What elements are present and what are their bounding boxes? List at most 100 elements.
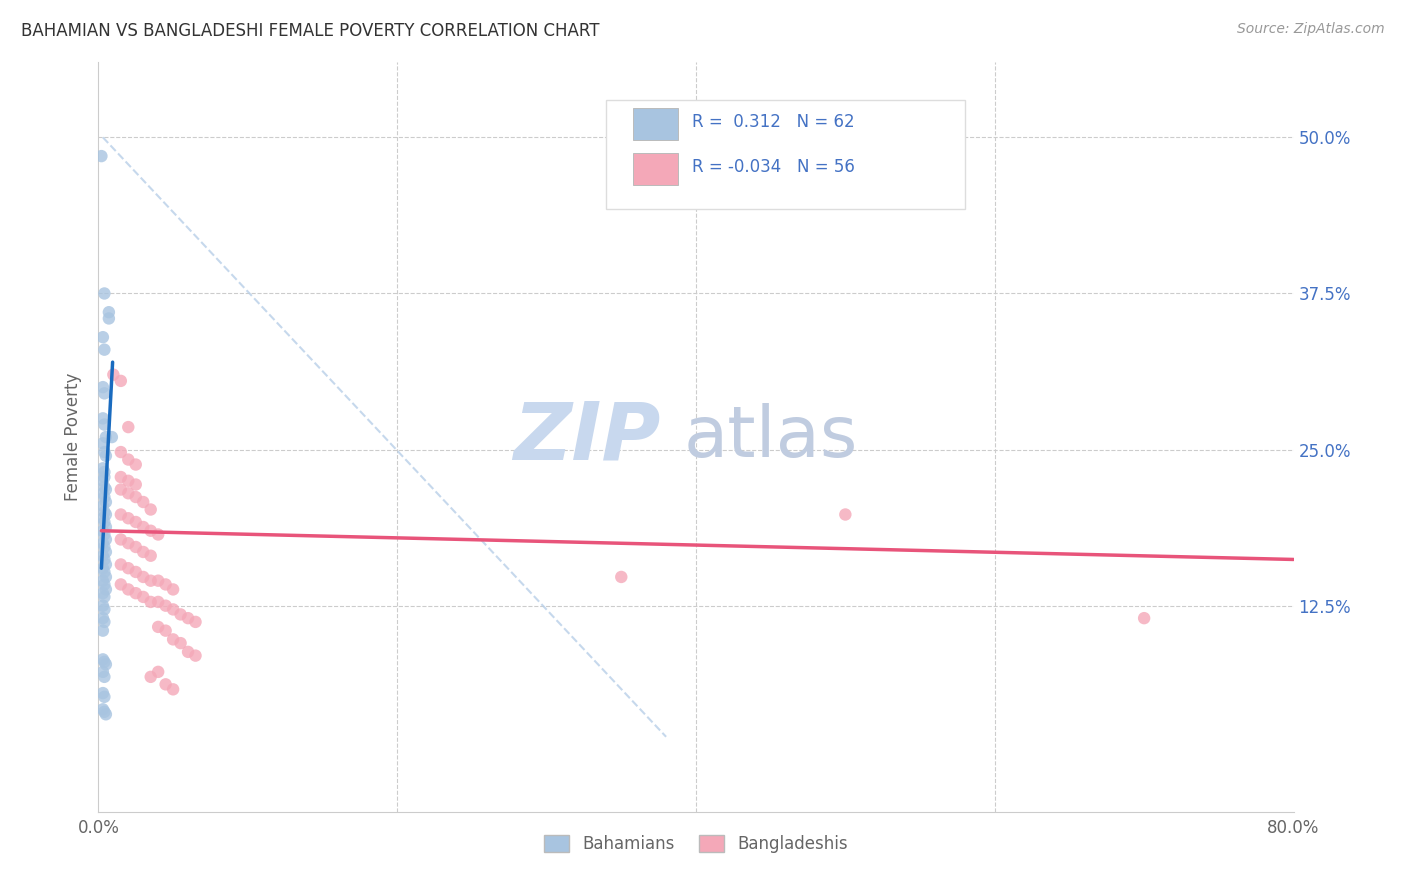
Point [148,620,170,634]
Point [94,508,117,522]
Point [148,527,170,541]
Point [93,386,115,401]
Point [103,368,125,382]
Point [139,574,162,588]
Point [184,648,207,663]
Point [91,524,114,538]
Point [110,577,132,591]
Point [97,311,120,326]
Point [117,561,139,575]
Point [148,574,170,588]
Point [125,586,148,600]
Point [117,536,139,550]
Text: Source: ZipAtlas.com: Source: ZipAtlas.com [1237,22,1385,37]
Point [139,549,162,563]
Text: R =  0.312   N = 62: R = 0.312 N = 62 [692,112,855,130]
Point [110,445,132,459]
Point [177,611,200,625]
Point [117,420,139,434]
Point [169,607,191,622]
Point [94,430,117,444]
Point [93,577,115,591]
Point [117,452,139,467]
Point [117,582,139,597]
Point [93,527,115,541]
Point [132,495,155,509]
Point [125,477,148,491]
Point [132,570,155,584]
Point [97,305,120,319]
Point [834,508,856,522]
Point [94,495,117,509]
Point [91,574,114,588]
Point [125,458,148,472]
Point [125,540,148,554]
Point [93,552,115,566]
Point [94,570,117,584]
Point [93,540,115,554]
Point [148,665,170,679]
Point [93,470,115,484]
Point [91,436,114,450]
Point [184,615,207,629]
Point [117,486,139,500]
Point [94,582,117,597]
Point [91,561,114,575]
Point [125,515,148,529]
Point [91,411,114,425]
Point [155,624,177,638]
Point [91,599,114,613]
Legend: Bahamians, Bangladeshis: Bahamians, Bangladeshis [537,828,855,860]
Point [91,702,114,716]
Point [125,565,148,579]
Point [155,599,177,613]
Point [110,508,132,522]
Point [177,645,200,659]
Point [155,577,177,591]
Point [139,595,162,609]
Point [139,670,162,684]
Point [139,524,162,538]
Point [91,380,114,394]
Point [91,511,114,525]
Point [101,430,124,444]
Point [91,586,114,600]
Point [110,374,132,388]
Point [91,499,114,513]
Text: ZIP: ZIP [513,398,661,476]
Point [90,149,112,163]
Point [94,545,117,559]
Point [139,502,162,516]
Point [110,533,132,547]
Point [155,677,177,691]
Point [91,686,114,700]
Point [93,590,115,604]
Point [91,330,114,344]
Point [162,582,184,597]
Point [132,590,155,604]
Point [94,533,117,547]
Point [93,515,115,529]
Point [93,705,115,719]
Point [94,558,117,572]
Point [91,665,114,679]
Point [94,657,117,672]
Point [94,707,117,722]
Point [91,652,114,666]
Point [132,520,155,534]
Point [93,565,115,579]
Point [93,343,115,357]
Point [125,490,148,504]
Y-axis label: Female Poverty: Female Poverty [65,373,83,501]
Point [91,624,114,638]
Text: atlas: atlas [685,402,859,472]
Point [93,505,115,519]
Point [94,520,117,534]
Bar [633,153,678,185]
Point [91,611,114,625]
Point [93,417,115,432]
Point [110,483,132,497]
Point [162,602,184,616]
Point [148,595,170,609]
Point [93,602,115,616]
